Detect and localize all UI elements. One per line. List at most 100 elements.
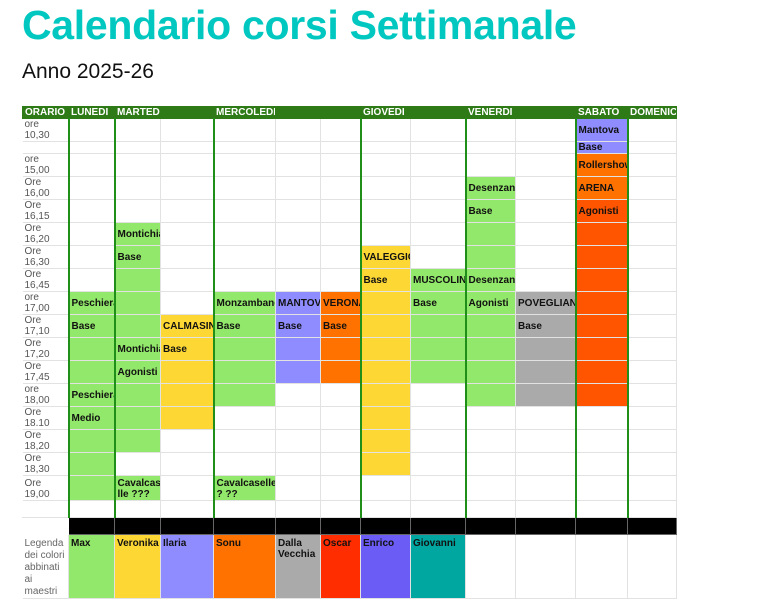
empty-cell[interactable] [212, 429, 276, 453]
empty-cell[interactable] [113, 141, 161, 154]
empty-cell[interactable] [113, 176, 161, 200]
empty-cell[interactable] [627, 268, 677, 292]
empty-cell[interactable] [160, 245, 214, 269]
empty-cell[interactable] [627, 153, 677, 177]
empty-cell[interactable] [574, 429, 629, 453]
course-cell[interactable]: Agonisti [464, 291, 516, 315]
empty-cell[interactable] [410, 475, 466, 501]
course-cell[interactable] [212, 360, 276, 384]
empty-cell[interactable] [160, 475, 214, 501]
empty-cell[interactable] [160, 291, 214, 315]
course-cell[interactable]: Agonisti [113, 360, 161, 384]
course-cell[interactable]: MANTOVA [275, 291, 321, 315]
course-cell[interactable]: Base [320, 314, 361, 338]
empty-cell[interactable] [275, 383, 321, 407]
empty-cell[interactable] [320, 406, 361, 430]
course-cell[interactable] [320, 360, 361, 384]
empty-cell[interactable] [515, 429, 576, 453]
empty-cell[interactable] [410, 141, 466, 154]
course-cell[interactable] [67, 337, 115, 361]
empty-cell[interactable] [627, 429, 677, 453]
empty-cell[interactable] [574, 475, 629, 501]
course-cell[interactable] [574, 245, 629, 269]
course-cell[interactable] [574, 360, 629, 384]
course-cell[interactable] [160, 406, 214, 430]
empty-cell[interactable] [67, 268, 115, 292]
empty-cell[interactable] [515, 268, 576, 292]
empty-cell[interactable] [464, 452, 516, 476]
empty-cell[interactable] [627, 360, 677, 384]
empty-cell[interactable] [160, 500, 214, 518]
empty-cell[interactable] [67, 153, 115, 177]
empty-cell[interactable] [574, 406, 629, 430]
empty-cell[interactable] [212, 199, 276, 223]
empty-cell[interactable] [160, 222, 214, 246]
course-cell[interactable]: Montichiari [113, 337, 161, 361]
course-cell[interactable]: MUSCOLINE [410, 268, 466, 292]
course-cell[interactable] [464, 222, 516, 246]
course-cell[interactable] [359, 383, 411, 407]
course-cell[interactable] [574, 314, 629, 338]
course-cell[interactable]: Base [212, 314, 276, 338]
course-cell[interactable] [113, 314, 161, 338]
course-cell[interactable]: Base [67, 314, 115, 338]
empty-cell[interactable] [275, 176, 321, 200]
empty-cell[interactable] [410, 222, 466, 246]
empty-cell[interactable] [275, 118, 321, 142]
course-cell[interactable] [515, 337, 576, 361]
course-cell[interactable] [67, 429, 115, 453]
course-cell[interactable] [113, 406, 161, 430]
course-cell[interactable] [160, 383, 214, 407]
empty-cell[interactable] [212, 452, 276, 476]
course-cell[interactable] [410, 314, 466, 338]
empty-cell[interactable] [359, 118, 411, 142]
empty-cell[interactable] [275, 475, 321, 501]
course-cell[interactable] [410, 337, 466, 361]
empty-cell[interactable] [515, 141, 576, 154]
course-cell[interactable]: Base [359, 268, 411, 292]
course-cell[interactable]: Medio [67, 406, 115, 430]
course-cell[interactable] [515, 360, 576, 384]
empty-cell[interactable] [160, 429, 214, 453]
empty-cell[interactable] [410, 176, 466, 200]
course-cell[interactable]: ARENA [574, 176, 629, 200]
empty-cell[interactable] [67, 245, 115, 269]
empty-cell[interactable] [275, 429, 321, 453]
course-cell[interactable] [574, 337, 629, 361]
course-cell[interactable]: Monzambano [212, 291, 276, 315]
course-cell[interactable]: Base [574, 141, 629, 154]
course-cell[interactable] [359, 291, 411, 315]
course-cell[interactable] [464, 245, 516, 269]
empty-cell[interactable] [212, 222, 276, 246]
empty-cell[interactable] [320, 452, 361, 476]
empty-cell[interactable] [410, 429, 466, 453]
course-cell[interactable] [275, 337, 321, 361]
empty-cell[interactable] [320, 141, 361, 154]
empty-cell[interactable] [275, 141, 321, 154]
empty-cell[interactable] [275, 500, 321, 518]
empty-cell[interactable] [359, 153, 411, 177]
empty-cell[interactable] [67, 141, 115, 154]
empty-cell[interactable] [212, 176, 276, 200]
empty-cell[interactable] [515, 222, 576, 246]
course-cell[interactable] [574, 383, 629, 407]
empty-cell[interactable] [410, 118, 466, 142]
empty-cell[interactable] [410, 452, 466, 476]
course-cell[interactable] [515, 383, 576, 407]
empty-cell[interactable] [320, 222, 361, 246]
empty-cell[interactable] [113, 118, 161, 142]
empty-cell[interactable] [410, 153, 466, 177]
course-cell[interactable] [359, 429, 411, 453]
empty-cell[interactable] [627, 176, 677, 200]
course-cell[interactable] [359, 406, 411, 430]
course-cell[interactable] [574, 222, 629, 246]
empty-cell[interactable] [212, 118, 276, 142]
empty-cell[interactable] [359, 475, 411, 501]
empty-cell[interactable] [67, 118, 115, 142]
course-cell[interactable]: Base [515, 314, 576, 338]
empty-cell[interactable] [515, 452, 576, 476]
course-cell[interactable] [160, 360, 214, 384]
empty-cell[interactable] [67, 222, 115, 246]
